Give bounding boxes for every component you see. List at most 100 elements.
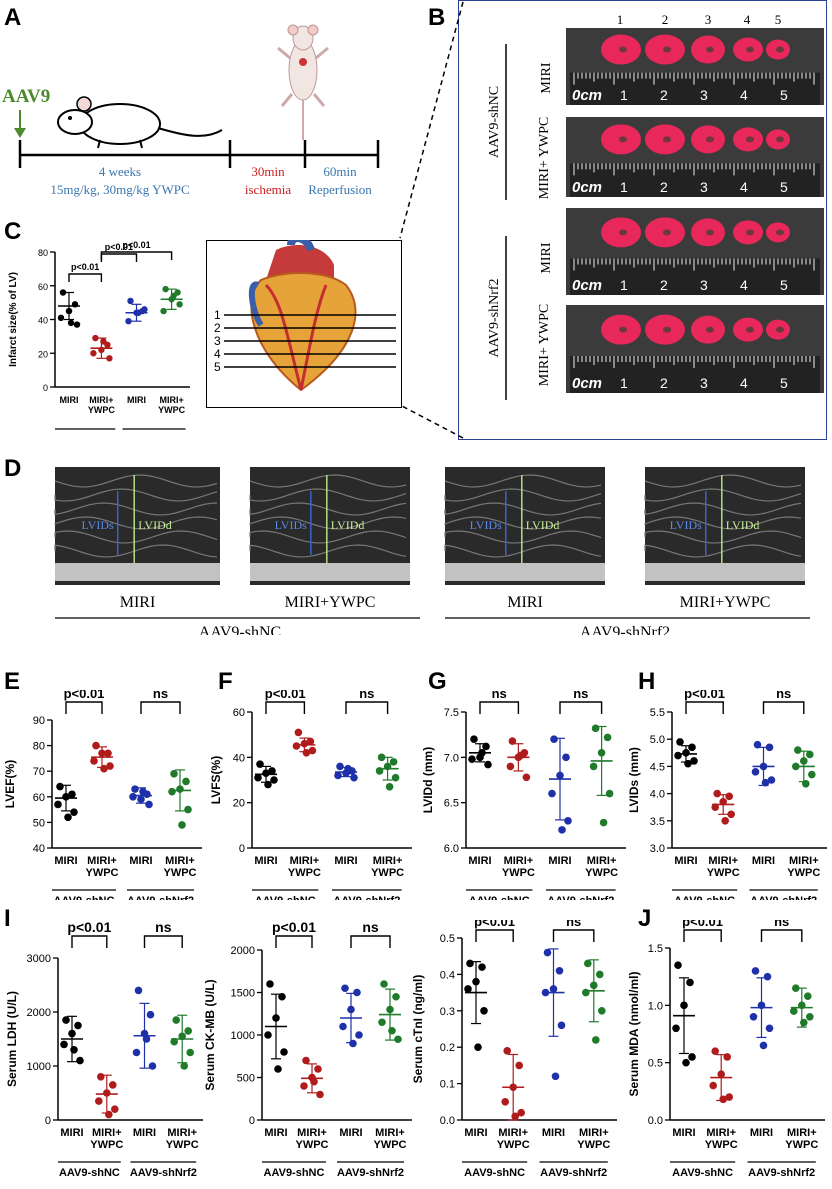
- slice-num: 4: [744, 12, 751, 27]
- chart-lvids: 3.0 3.5 4.0 4.5 5.0 5.5 LVIDs (mm) MIRI MIRI+ YWP…: [627, 690, 827, 900]
- group-label-shnrf2: AAV9-shNrf2: [487, 278, 502, 357]
- data-point: [90, 350, 97, 357]
- group-name: AAV9-shNrf2: [333, 895, 400, 900]
- slice-lumen: [746, 136, 754, 143]
- y-tick-label: 0.3: [440, 1006, 455, 1018]
- data-point: [339, 1022, 347, 1031]
- y-tick-label: 60: [33, 792, 45, 804]
- group-label: MIRI: [133, 1127, 156, 1139]
- data-point: [790, 1007, 798, 1015]
- echo-wall-trace: [644, 502, 802, 516]
- y-tick-label: 20: [233, 798, 245, 810]
- data-point: [266, 980, 274, 988]
- y-tick-label: 80: [33, 741, 45, 753]
- panel-a-timeline: AAV9 4 weeks 15mg/kg, 30mg/kg YWPC 30min…: [2, 24, 380, 197]
- group-name: AAV9-shNrf2: [127, 895, 194, 900]
- data-point: [350, 773, 358, 782]
- echo-wall-trace: [644, 488, 802, 502]
- data-point: [111, 1105, 119, 1113]
- data-point: [300, 1082, 308, 1090]
- data-point: [57, 314, 65, 322]
- data-point: [306, 737, 315, 746]
- y-tick-label: 0.0: [440, 1115, 455, 1127]
- significance-bracket: [683, 929, 722, 942]
- echo-wall-trace: [249, 544, 407, 558]
- data-point: [264, 1031, 272, 1039]
- data-point: [59, 289, 67, 296]
- data-point: [548, 789, 556, 798]
- significance-bracket: [762, 701, 805, 714]
- group-label: MIRI+ YWPC: [86, 855, 119, 879]
- y-tick-label: 1.5: [648, 943, 663, 955]
- echo-caption: MIRI+YWPC: [680, 594, 771, 611]
- lvidd-label: LVIDd: [726, 518, 760, 532]
- group-name: AAV9-shNC: [674, 895, 735, 900]
- group-label: MIRI: [129, 855, 152, 867]
- y-axis-label: LVIDd (mm): [421, 747, 435, 813]
- row-label-miri-2: MIRI: [539, 242, 554, 273]
- chart-serum-ctni: 0.0 0.1 0.2 0.3 0.4 0.5 Serum cTnI (ng/ml) MIRI…: [411, 920, 617, 1179]
- echo-group-shnrf2: AAV9-shNrf2: [580, 624, 670, 635]
- data-point: [511, 1112, 519, 1121]
- echo-wall-trace: [54, 516, 218, 530]
- slice-lumen: [746, 326, 754, 333]
- y-tick-label: 3000: [27, 953, 51, 965]
- significance-label: p<0.01: [265, 690, 306, 701]
- data-point: [131, 785, 139, 793]
- data-point: [392, 992, 400, 1001]
- y-tick-label: 1500: [231, 988, 255, 1000]
- ruler-num: 1: [620, 179, 628, 195]
- slice-num: 2: [662, 12, 669, 27]
- y-axis-label: Serum LDH (U/L): [5, 991, 19, 1087]
- echo-wall-trace: [644, 530, 802, 544]
- echo-wall-trace: [249, 530, 407, 544]
- echo-wall-trace: [249, 502, 407, 516]
- group-label: MIRI+ YWPC: [707, 855, 740, 879]
- group-label: MIRI+ YWPC: [288, 855, 321, 879]
- data-point: [56, 782, 64, 791]
- significance-label: ns: [492, 690, 507, 701]
- significance-label: p<0.01: [122, 240, 150, 250]
- data-point: [596, 970, 604, 979]
- slice-num: 5: [775, 12, 782, 27]
- y-tick-label: 500: [237, 1073, 255, 1085]
- data-point: [466, 959, 474, 968]
- data-point: [336, 762, 344, 771]
- data-point: [470, 735, 478, 743]
- echo-wall-trace: [444, 474, 602, 488]
- data-point: [480, 1007, 488, 1015]
- significance-label: ns: [359, 690, 374, 701]
- data-point: [603, 733, 612, 742]
- y-tick-label: 1000: [27, 1061, 51, 1073]
- ruler-num: 1: [620, 375, 628, 391]
- significance-bracket: [475, 929, 514, 942]
- data-point: [134, 986, 143, 995]
- aav9-arrow-head: [14, 128, 26, 138]
- data-point: [765, 743, 774, 752]
- significance-label: p<0.01: [71, 262, 99, 272]
- slice-lumen: [663, 229, 671, 236]
- data-point: [172, 1016, 180, 1024]
- data-point: [589, 762, 598, 771]
- mouse-illustration: [57, 96, 223, 149]
- timeline-ischemia-time: 30min: [251, 164, 285, 179]
- heart-slice-num: 3: [214, 334, 221, 348]
- ruler-num: 5: [780, 87, 788, 103]
- slice-lumen: [706, 136, 714, 143]
- data-point: [349, 1039, 357, 1048]
- echo-posterior-wall: [645, 563, 805, 581]
- echo-wall-trace: [644, 544, 802, 558]
- data-point: [125, 317, 132, 325]
- ruler-num: 3: [700, 87, 708, 103]
- data-point: [176, 301, 183, 308]
- data-point: [132, 1048, 141, 1057]
- data-point: [719, 1095, 727, 1104]
- data-point: [105, 1110, 113, 1119]
- ruler-num: 1: [620, 87, 628, 103]
- echo-wall-trace: [444, 530, 602, 544]
- slice-lumen: [706, 46, 714, 53]
- y-tick-label: 20: [38, 349, 48, 359]
- y-tick-label: 2000: [27, 1007, 51, 1019]
- echo-group-shnc: AAV9-shNC: [199, 624, 281, 635]
- echo-wall-trace: [54, 502, 218, 516]
